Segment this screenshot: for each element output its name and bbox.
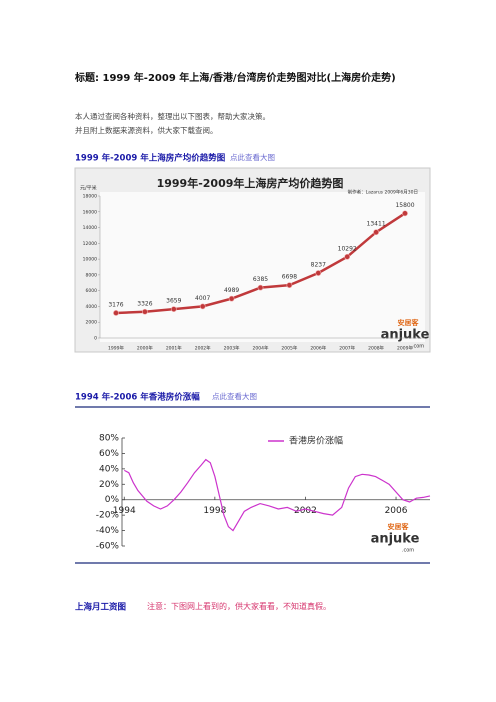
x-tick-label: 1994 (113, 506, 136, 516)
chart-credit: 制作者：Lazarus 2009年6月30日 (348, 189, 418, 196)
logo: 安居客 anjuke .com (371, 522, 420, 554)
y-tick-label: 2000 (86, 320, 98, 326)
x-tick-label: 2006年 (310, 345, 326, 352)
section-heading: 1999 年-2009 年上海房产均价趋势图 (75, 153, 225, 164)
legend-label: 香港房价涨幅 (289, 435, 343, 447)
line (124, 458, 431, 532)
marker (228, 295, 235, 302)
y-tick-label: -40% (96, 526, 120, 536)
x-tick-label: 2008年 (368, 345, 384, 352)
marker (315, 270, 322, 276)
x-tick-label: 2003年 (224, 345, 240, 352)
y-tick-label: 0 (94, 336, 97, 342)
logo-en: anjuke (381, 328, 430, 343)
section-heading: 上海月工资图 (75, 602, 126, 613)
logo-cn: 安居客 (388, 522, 410, 531)
marker (113, 310, 119, 316)
y-tick-label: 6000 (86, 288, 98, 294)
marker (286, 282, 293, 289)
marker (402, 210, 408, 217)
logo-com: .com (412, 344, 424, 350)
data-label: 6385 (253, 276, 268, 283)
y-tick-label: 0% (105, 495, 120, 505)
note: 注意：下图网上看到的，供大家看看，不知道真假。 (147, 601, 331, 611)
data-label: 3176 (108, 301, 123, 308)
x-tick-label: 1999年 (108, 345, 124, 352)
y-tick-label: 8000 (86, 272, 98, 278)
marker (373, 229, 379, 236)
paragraph: 本人通过查阅各种资料，整理出以下图表，帮助大家决策。 (75, 111, 270, 121)
y-tick-label: -20% (96, 511, 120, 521)
marker (199, 303, 206, 310)
y-tick-label: 12000 (83, 241, 97, 247)
y-axis-label: 元/平米 (80, 185, 97, 192)
x-tick-label: 2005年 (281, 345, 297, 352)
x-tick-label: 2004年 (253, 345, 269, 352)
link[interactable]: 点此查看大图 (230, 152, 275, 162)
data-label: 8237 (311, 262, 326, 269)
marker (141, 308, 148, 315)
x-tick-label: 2007年 (339, 345, 355, 352)
y-tick-label: 60% (99, 449, 119, 459)
paragraph: 并且附上数据来源资料，供大家下载查阅。 (75, 125, 218, 135)
x-tick-label: 2001年 (166, 345, 182, 352)
data-label: 4989 (224, 287, 239, 294)
x-tick-label: 2009年 (397, 345, 413, 352)
link[interactable]: 点此查看大图 (212, 391, 257, 401)
logo: 安居客 anjuke .com (381, 318, 430, 350)
data-label: 3659 (166, 298, 181, 305)
data-label: 15800 (395, 202, 414, 209)
section-heading: 1994 年-2006 年香港房价涨幅 (75, 392, 200, 403)
marker (257, 284, 264, 291)
y-tick-label: -60% (96, 542, 120, 552)
logo-en: anjuke (371, 532, 420, 547)
logo-cn: 安居客 (398, 318, 420, 327)
doc-title: 标题: 1999 年-2009 年上海/香港/台湾房价走势图对比(上海房价走势) (74, 71, 396, 84)
x-tick-label: 1998 (203, 506, 226, 516)
y-tick-label: 4000 (86, 304, 98, 310)
plot-area (100, 192, 425, 342)
y-tick-label: 14000 (83, 225, 97, 231)
x-tick-label: 2002 (294, 506, 317, 516)
data-label: 4007 (195, 295, 210, 302)
data-label: 13411 (367, 221, 386, 228)
y-tick-label: 16000 (83, 209, 97, 215)
marker (170, 306, 177, 313)
y-tick-label: 20% (99, 480, 119, 490)
y-tick-label: 80% (99, 434, 119, 444)
data-label: 3326 (137, 300, 152, 307)
x-tick-label: 2000年 (137, 345, 153, 352)
marker (344, 253, 351, 260)
data-label: 6698 (282, 274, 297, 281)
data-label: 10292 (338, 245, 357, 252)
x-tick-label: 2002年 (195, 345, 211, 352)
x-tick-label: 2006 (385, 506, 408, 516)
logo-com: .com (402, 548, 414, 554)
y-tick-label: 10000 (83, 257, 97, 263)
chart-title: 1999年-2009年上海房产均价趋势图 (157, 176, 344, 190)
y-tick-label: 40% (99, 464, 119, 474)
y-tick-label: 18000 (83, 194, 97, 200)
